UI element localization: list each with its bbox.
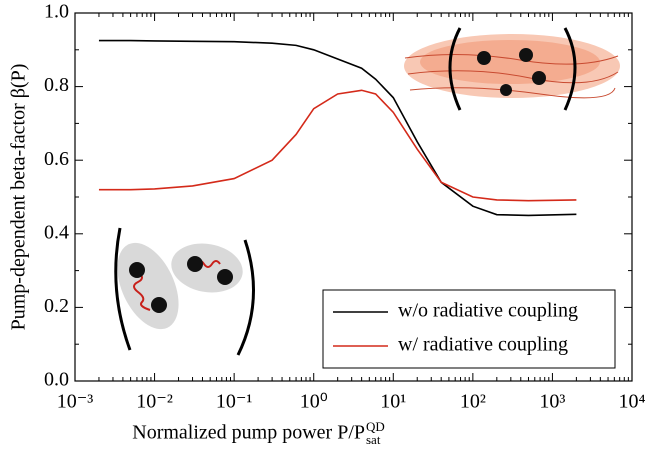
x-axis-label-sub: sat — [366, 432, 381, 447]
y-tick-label: 1.0 — [44, 1, 69, 23]
y-tick-label: 0.2 — [44, 295, 69, 317]
x-tick-label: 10⁴ — [619, 391, 646, 413]
x-axis-label: Normalized pump power P/P — [132, 422, 365, 444]
inset-illustration-bottom — [114, 227, 256, 356]
x-tick-label: 10² — [460, 391, 486, 413]
legend-label: w/o radiative coupling — [398, 300, 578, 322]
y-tick-label: 0.4 — [44, 221, 69, 243]
y-tick-label: 0.0 — [44, 369, 69, 391]
x-tick-label: 10¹ — [380, 391, 406, 413]
inset-illustration-top — [404, 27, 620, 111]
x-tick-label: 10⁰ — [300, 391, 328, 413]
x-axis-label-sup: QD — [366, 419, 385, 434]
x-tick-label: 10³ — [539, 391, 565, 413]
x-tick-label: 10⁻¹ — [216, 391, 253, 413]
x-tick-label: 10⁻³ — [57, 391, 94, 413]
y-axis-label: Pump-dependent beta-factor β(P) — [8, 64, 30, 331]
legend-box — [322, 289, 616, 369]
legend-label: w/ radiative coupling — [398, 334, 568, 356]
y-tick-label: 0.8 — [44, 74, 69, 96]
data-line — [98, 89, 577, 202]
data-line — [98, 39, 577, 217]
x-tick-label: 10⁻² — [136, 391, 173, 413]
y-tick-label: 0.6 — [44, 148, 69, 170]
